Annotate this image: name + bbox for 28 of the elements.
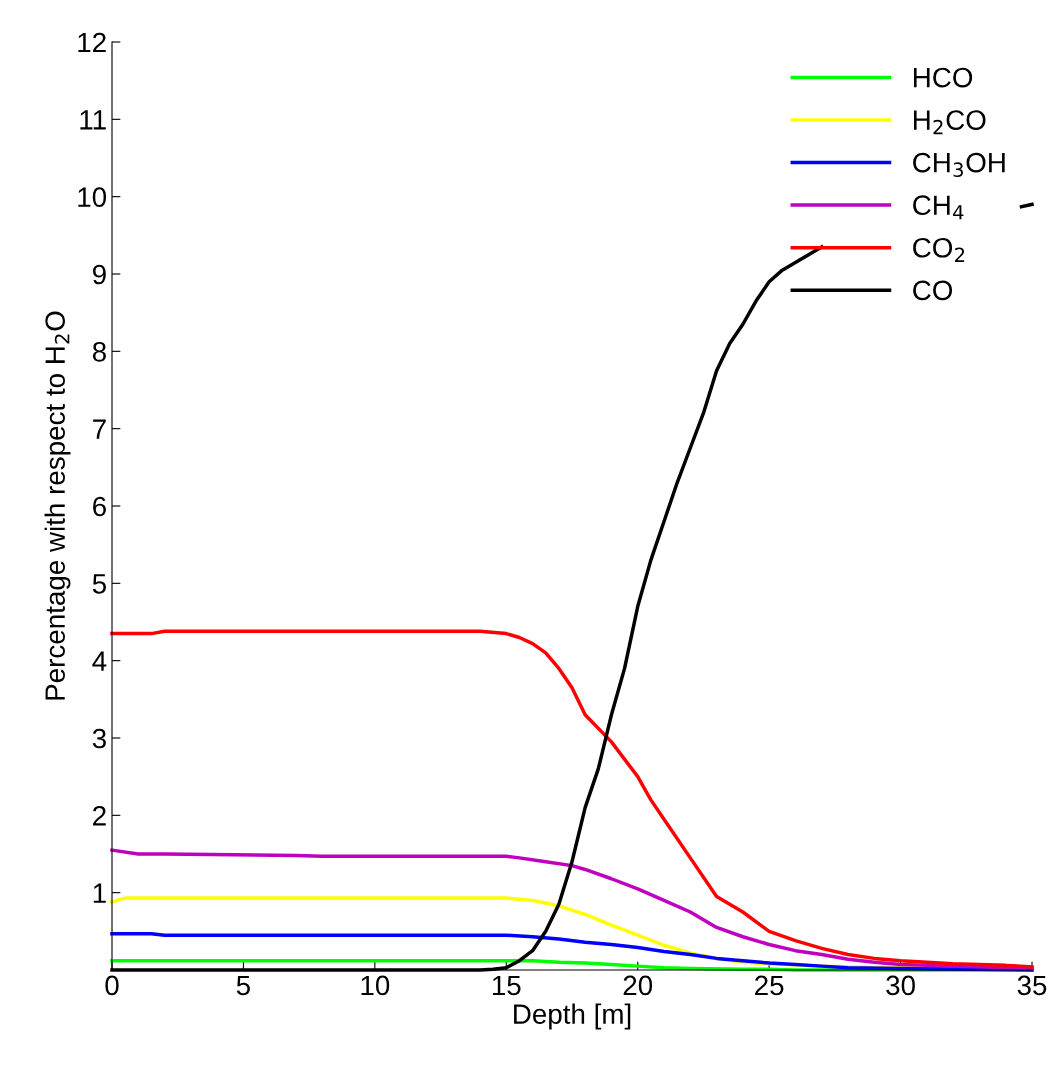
x-axis-title: Depth [m] [514, 1003, 631, 1030]
y-tick-label: 10 [78, 187, 107, 208]
y-tick-label: 11 [80, 110, 106, 130]
y-tick-label: 3 [92, 728, 106, 749]
x-tick-label: 0 [105, 975, 119, 996]
legend-label: CO$_{2}$ [913, 237, 965, 262]
legend-label: CH$_{4}$ [913, 195, 964, 220]
y-tick-label: 9 [92, 264, 106, 285]
legend-label: HCO [914, 67, 973, 88]
x-tick-label: 25 [755, 975, 784, 996]
x-tick-label: 35 [1017, 975, 1047, 996]
y-tick-label: 5 [92, 574, 106, 594]
y-tick-label: 1 [93, 883, 106, 903]
x-tick-label: 15 [492, 975, 521, 996]
x-tick-label: 5 [236, 975, 250, 996]
y-tick-label: 8 [92, 342, 106, 362]
legend-label: H$_{2}$CO [914, 110, 986, 135]
legend-label: CO [913, 280, 953, 301]
x-tick-label: 10 [361, 975, 390, 996]
legend-label: CH$_{3}$OH [913, 152, 1005, 178]
y-tick-label: 6 [93, 496, 106, 517]
y-tick-label: 4 [92, 651, 107, 671]
x-tick-label: 20 [623, 975, 653, 996]
y-tick-label: 2 [93, 806, 106, 826]
y-tick-label: 12 [78, 32, 106, 53]
x-tick-label: 30 [886, 975, 915, 996]
y-axis-title: Percentage with respect to H$_{2}$O [44, 311, 71, 700]
y-tick-label: 7 [93, 419, 106, 439]
